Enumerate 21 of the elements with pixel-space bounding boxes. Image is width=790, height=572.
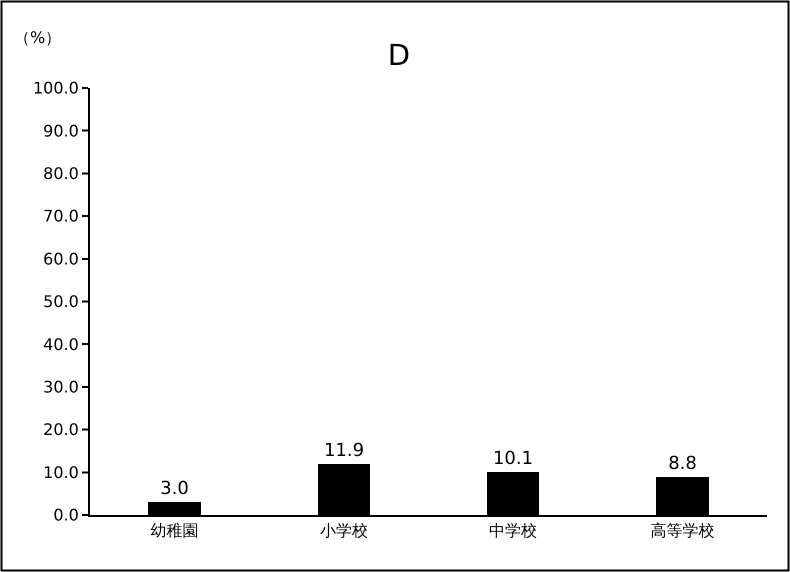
data-label: 8.8 [668, 453, 697, 474]
data-label: 11.9 [324, 440, 364, 461]
y-axis-title: （%） [14, 28, 62, 47]
y-tick-label: 80.0 [43, 164, 79, 183]
data-label: 10.1 [492, 448, 534, 469]
y-tick-label: 60.0 [43, 249, 79, 268]
y-tick-label: 90.0 [43, 121, 79, 140]
y-tick-label: 10.0 [43, 462, 79, 482]
data-label: 3.0 [160, 478, 189, 499]
y-tick-label: 50.0 [43, 292, 79, 312]
y-tick-label: 0.0 [53, 506, 79, 525]
y-tick-label: 70.0 [43, 206, 79, 226]
x-tick-label: 幼稚園 [150, 521, 199, 540]
y-tick-label: 40.0 [43, 334, 79, 354]
x-tick-label: 小学校 [320, 521, 368, 540]
y-tick-label: 100.0 [32, 78, 79, 98]
x-tick-label: 高等学校 [650, 521, 714, 540]
chart-title: D [388, 38, 410, 72]
y-tick-label: 30.0 [43, 378, 79, 396]
y-tick-label: 20.0 [43, 420, 79, 440]
x-tick-label: 中学校 [489, 521, 538, 540]
